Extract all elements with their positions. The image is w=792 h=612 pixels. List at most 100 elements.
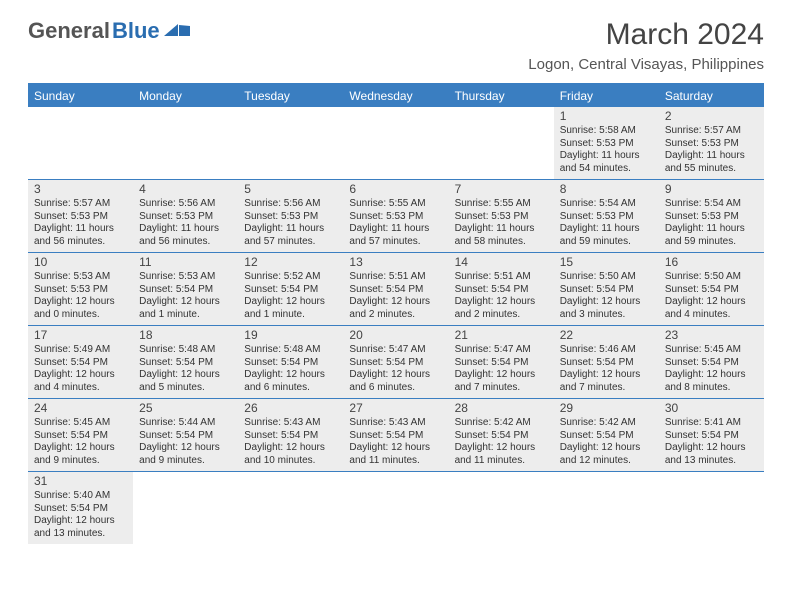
calendar-cell: 9Sunrise: 5:54 AM Sunset: 5:53 PM Daylig…: [659, 180, 764, 252]
calendar-week: 10Sunrise: 5:53 AM Sunset: 5:53 PM Dayli…: [28, 253, 764, 326]
day-number: 31: [34, 474, 127, 489]
day-number: 16: [665, 255, 758, 270]
day-details: Sunrise: 5:47 AM Sunset: 5:54 PM Dayligh…: [455, 344, 548, 394]
calendar-cell-empty: [238, 107, 343, 179]
calendar-cell-empty: [449, 472, 554, 544]
weekday-label: Tuesday: [238, 85, 343, 107]
weekday-label: Sunday: [28, 85, 133, 107]
calendar-cell: 5Sunrise: 5:56 AM Sunset: 5:53 PM Daylig…: [238, 180, 343, 252]
calendar-cell-empty: [449, 107, 554, 179]
calendar-cell: 2Sunrise: 5:57 AM Sunset: 5:53 PM Daylig…: [659, 107, 764, 179]
day-number: 18: [139, 328, 232, 343]
calendar-cell: 7Sunrise: 5:55 AM Sunset: 5:53 PM Daylig…: [449, 180, 554, 252]
calendar: Sunday Monday Tuesday Wednesday Thursday…: [28, 83, 764, 544]
day-details: Sunrise: 5:44 AM Sunset: 5:54 PM Dayligh…: [139, 417, 232, 467]
day-details: Sunrise: 5:42 AM Sunset: 5:54 PM Dayligh…: [455, 417, 548, 467]
weekday-label: Thursday: [449, 85, 554, 107]
day-number: 23: [665, 328, 758, 343]
calendar-cell: 14Sunrise: 5:51 AM Sunset: 5:54 PM Dayli…: [449, 253, 554, 325]
calendar-week: 24Sunrise: 5:45 AM Sunset: 5:54 PM Dayli…: [28, 399, 764, 472]
day-number: 13: [349, 255, 442, 270]
weekday-label: Saturday: [659, 85, 764, 107]
day-number: 28: [455, 401, 548, 416]
calendar-cell: 18Sunrise: 5:48 AM Sunset: 5:54 PM Dayli…: [133, 326, 238, 398]
calendar-cell: 25Sunrise: 5:44 AM Sunset: 5:54 PM Dayli…: [133, 399, 238, 471]
day-number: 4: [139, 182, 232, 197]
day-details: Sunrise: 5:57 AM Sunset: 5:53 PM Dayligh…: [665, 125, 758, 175]
calendar-cell: 20Sunrise: 5:47 AM Sunset: 5:54 PM Dayli…: [343, 326, 448, 398]
day-details: Sunrise: 5:41 AM Sunset: 5:54 PM Dayligh…: [665, 417, 758, 467]
weeks-container: 1Sunrise: 5:58 AM Sunset: 5:53 PM Daylig…: [28, 107, 764, 544]
day-number: 8: [560, 182, 653, 197]
day-number: 25: [139, 401, 232, 416]
calendar-cell-empty: [133, 107, 238, 179]
calendar-week: 3Sunrise: 5:57 AM Sunset: 5:53 PM Daylig…: [28, 180, 764, 253]
day-number: 3: [34, 182, 127, 197]
calendar-cell: 21Sunrise: 5:47 AM Sunset: 5:54 PM Dayli…: [449, 326, 554, 398]
day-details: Sunrise: 5:47 AM Sunset: 5:54 PM Dayligh…: [349, 344, 442, 394]
page-title: March 2024: [528, 18, 764, 52]
day-number: 7: [455, 182, 548, 197]
day-number: 5: [244, 182, 337, 197]
calendar-week: 31Sunrise: 5:40 AM Sunset: 5:54 PM Dayli…: [28, 472, 764, 544]
header: GeneralBlue March 2024 Logon, Central Vi…: [28, 18, 764, 73]
calendar-cell: 16Sunrise: 5:50 AM Sunset: 5:54 PM Dayli…: [659, 253, 764, 325]
day-number: 22: [560, 328, 653, 343]
calendar-cell: 27Sunrise: 5:43 AM Sunset: 5:54 PM Dayli…: [343, 399, 448, 471]
calendar-cell-empty: [554, 472, 659, 544]
day-number: 20: [349, 328, 442, 343]
day-number: 2: [665, 109, 758, 124]
day-details: Sunrise: 5:45 AM Sunset: 5:54 PM Dayligh…: [34, 417, 127, 467]
day-details: Sunrise: 5:51 AM Sunset: 5:54 PM Dayligh…: [455, 271, 548, 321]
calendar-cell: 15Sunrise: 5:50 AM Sunset: 5:54 PM Dayli…: [554, 253, 659, 325]
calendar-cell: 4Sunrise: 5:56 AM Sunset: 5:53 PM Daylig…: [133, 180, 238, 252]
calendar-cell-empty: [343, 472, 448, 544]
day-details: Sunrise: 5:40 AM Sunset: 5:54 PM Dayligh…: [34, 490, 127, 540]
day-number: 9: [665, 182, 758, 197]
day-details: Sunrise: 5:57 AM Sunset: 5:53 PM Dayligh…: [34, 198, 127, 248]
calendar-cell: 3Sunrise: 5:57 AM Sunset: 5:53 PM Daylig…: [28, 180, 133, 252]
day-number: 27: [349, 401, 442, 416]
day-details: Sunrise: 5:51 AM Sunset: 5:54 PM Dayligh…: [349, 271, 442, 321]
calendar-cell: 22Sunrise: 5:46 AM Sunset: 5:54 PM Dayli…: [554, 326, 659, 398]
day-number: 15: [560, 255, 653, 270]
weekday-header: Sunday Monday Tuesday Wednesday Thursday…: [28, 85, 764, 107]
day-details: Sunrise: 5:48 AM Sunset: 5:54 PM Dayligh…: [244, 344, 337, 394]
brand-part1: General: [28, 18, 110, 44]
day-number: 30: [665, 401, 758, 416]
weekday-label: Wednesday: [343, 85, 448, 107]
calendar-cell: 8Sunrise: 5:54 AM Sunset: 5:53 PM Daylig…: [554, 180, 659, 252]
day-details: Sunrise: 5:43 AM Sunset: 5:54 PM Dayligh…: [244, 417, 337, 467]
calendar-cell: 28Sunrise: 5:42 AM Sunset: 5:54 PM Dayli…: [449, 399, 554, 471]
calendar-cell: 10Sunrise: 5:53 AM Sunset: 5:53 PM Dayli…: [28, 253, 133, 325]
day-details: Sunrise: 5:48 AM Sunset: 5:54 PM Dayligh…: [139, 344, 232, 394]
calendar-week: 1Sunrise: 5:58 AM Sunset: 5:53 PM Daylig…: [28, 107, 764, 180]
day-details: Sunrise: 5:49 AM Sunset: 5:54 PM Dayligh…: [34, 344, 127, 394]
day-details: Sunrise: 5:53 AM Sunset: 5:53 PM Dayligh…: [34, 271, 127, 321]
day-number: 17: [34, 328, 127, 343]
day-number: 26: [244, 401, 337, 416]
day-details: Sunrise: 5:46 AM Sunset: 5:54 PM Dayligh…: [560, 344, 653, 394]
calendar-cell: 29Sunrise: 5:42 AM Sunset: 5:54 PM Dayli…: [554, 399, 659, 471]
day-details: Sunrise: 5:53 AM Sunset: 5:54 PM Dayligh…: [139, 271, 232, 321]
day-details: Sunrise: 5:50 AM Sunset: 5:54 PM Dayligh…: [560, 271, 653, 321]
calendar-cell: 19Sunrise: 5:48 AM Sunset: 5:54 PM Dayli…: [238, 326, 343, 398]
calendar-week: 17Sunrise: 5:49 AM Sunset: 5:54 PM Dayli…: [28, 326, 764, 399]
day-details: Sunrise: 5:56 AM Sunset: 5:53 PM Dayligh…: [139, 198, 232, 248]
day-number: 19: [244, 328, 337, 343]
day-number: 24: [34, 401, 127, 416]
day-details: Sunrise: 5:55 AM Sunset: 5:53 PM Dayligh…: [455, 198, 548, 248]
calendar-cell: 24Sunrise: 5:45 AM Sunset: 5:54 PM Dayli…: [28, 399, 133, 471]
day-number: 29: [560, 401, 653, 416]
day-details: Sunrise: 5:42 AM Sunset: 5:54 PM Dayligh…: [560, 417, 653, 467]
day-details: Sunrise: 5:54 AM Sunset: 5:53 PM Dayligh…: [560, 198, 653, 248]
brand-part2: Blue: [112, 18, 160, 44]
calendar-cell: 11Sunrise: 5:53 AM Sunset: 5:54 PM Dayli…: [133, 253, 238, 325]
calendar-cell-empty: [28, 107, 133, 179]
day-details: Sunrise: 5:55 AM Sunset: 5:53 PM Dayligh…: [349, 198, 442, 248]
day-details: Sunrise: 5:45 AM Sunset: 5:54 PM Dayligh…: [665, 344, 758, 394]
calendar-cell-empty: [343, 107, 448, 179]
day-details: Sunrise: 5:43 AM Sunset: 5:54 PM Dayligh…: [349, 417, 442, 467]
day-number: 1: [560, 109, 653, 124]
day-details: Sunrise: 5:50 AM Sunset: 5:54 PM Dayligh…: [665, 271, 758, 321]
